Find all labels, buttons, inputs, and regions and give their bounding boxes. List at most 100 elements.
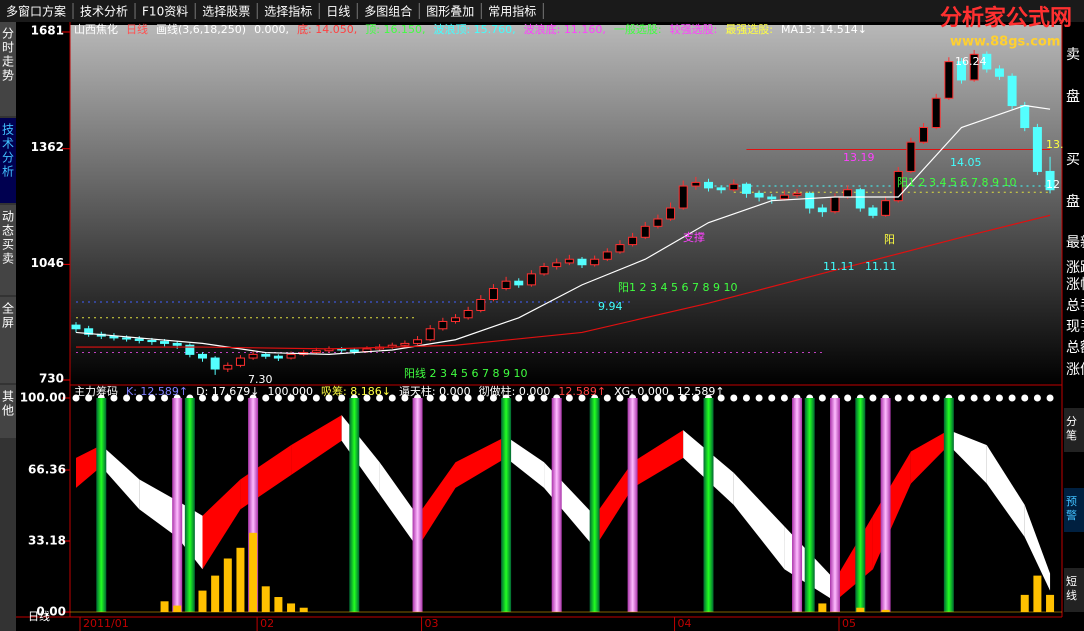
- candle-body: [1045, 170, 1055, 191]
- band-segment: [202, 479, 241, 570]
- volume-bar: [1033, 575, 1042, 612]
- header-item: K: 12.589↑: [126, 385, 188, 398]
- candle-body: [666, 207, 676, 220]
- marker-dot: [135, 394, 143, 402]
- candle-body: [71, 324, 81, 330]
- marker-dot: [603, 394, 611, 402]
- annotation: 阳线 2 3 4 5 6 7 8 9 10: [404, 366, 527, 380]
- toolbar-button[interactable]: 常用指标: [488, 4, 536, 19]
- header-item: 山西焦化: [74, 22, 118, 36]
- marker-dot: [224, 394, 232, 402]
- annotation: 阳1 2 3 4 5 6 7 8 9 10: [618, 281, 737, 294]
- marker-dot: [755, 394, 763, 402]
- period-label[interactable]: 日线: [28, 609, 50, 623]
- marker-dot: [312, 394, 320, 402]
- toolbar-button[interactable]: 多图组合: [364, 4, 412, 19]
- annotation: 7.30: [248, 373, 273, 386]
- marker-dot: [869, 394, 877, 402]
- signal-bar: [589, 398, 600, 612]
- header-item: 波浪顶: 15.760,: [433, 22, 515, 36]
- band-segment: [506, 436, 545, 488]
- toolbar-button[interactable]: F10资料: [142, 5, 188, 19]
- band-segment: [835, 515, 873, 602]
- toolbar-button[interactable]: 图形叠加: [426, 5, 474, 19]
- annotation: 阳1 2 3 4 5 6 7 8 9 10: [897, 176, 1016, 189]
- marker-dot: [818, 394, 826, 402]
- marker-dot: [907, 394, 915, 402]
- header-item: 彻做柱: 0.000: [479, 384, 551, 398]
- right-tab-label: 短: [1066, 574, 1077, 588]
- candle-body: [881, 200, 891, 216]
- marker-dot: [85, 394, 93, 402]
- header-item: 日线: [126, 22, 148, 36]
- candle-body: [931, 97, 941, 129]
- band-segment: [872, 451, 911, 570]
- x-tick-label: 03: [425, 617, 439, 630]
- band-segment: [632, 430, 684, 488]
- marker-dot: [894, 394, 902, 402]
- band-segment: [544, 462, 595, 548]
- candle-body: [185, 344, 195, 355]
- marker-dot: [717, 394, 725, 402]
- signal-bar: [551, 398, 562, 612]
- side-tab[interactable]: [0, 118, 16, 203]
- marker-dot: [565, 394, 573, 402]
- side-tab-label: 分: [2, 151, 14, 165]
- x-tick-label: 05: [842, 617, 856, 630]
- right-tab[interactable]: [1064, 488, 1084, 532]
- side-tab[interactable]: [0, 205, 16, 295]
- marker-dot: [1033, 394, 1041, 402]
- signal-bar: [855, 398, 866, 612]
- candle-body: [577, 258, 587, 266]
- toolbar-button[interactable]: 选择股票: [202, 5, 250, 19]
- candle-body: [957, 61, 966, 81]
- marker-dot: [325, 394, 333, 402]
- toolbar-button[interactable]: 日线: [326, 5, 350, 19]
- header-item: 最强选股:: [725, 23, 773, 36]
- marker-dot: [970, 394, 978, 402]
- header-item: 较强选股:: [670, 22, 718, 36]
- candle-body: [615, 244, 625, 253]
- marker-dot: [489, 394, 497, 402]
- candle-body: [248, 353, 258, 359]
- candle-body: [893, 170, 903, 202]
- candle-body: [501, 280, 511, 290]
- right-tab[interactable]: [1064, 568, 1084, 612]
- marker-dot: [730, 394, 738, 402]
- signal-bar: [943, 398, 954, 612]
- y-tick-label: 1046: [31, 256, 64, 270]
- annotation: 14.05: [950, 156, 982, 169]
- signal-bar: [880, 398, 891, 612]
- marker-dot: [692, 394, 700, 402]
- side-tab-label: 分: [2, 27, 14, 41]
- signal-bar: [703, 398, 714, 612]
- side-tab[interactable]: [0, 297, 16, 383]
- side-tab-label: 全: [2, 301, 14, 316]
- marker-dot: [236, 394, 244, 402]
- right-tab[interactable]: [1064, 408, 1084, 452]
- candle-body: [640, 225, 650, 238]
- header-item: 画线(3,6,18,250): [156, 22, 246, 36]
- side-tab[interactable]: [0, 22, 16, 116]
- side-tab-label: 时: [2, 41, 14, 55]
- toolbar-button[interactable]: 技术分析: [80, 5, 128, 19]
- header-item: 0.000,: [254, 23, 289, 36]
- candle-body: [729, 183, 739, 191]
- signal-bar: [627, 398, 638, 612]
- candle-body: [514, 280, 524, 286]
- marker-dot: [72, 394, 80, 402]
- annotation: 13.19: [843, 151, 875, 164]
- marker-dot: [932, 394, 940, 402]
- toolbar-button[interactable]: 选择指标: [264, 4, 312, 19]
- toolbar-button[interactable]: 多窗口方案: [6, 4, 66, 19]
- header-item: 一般选股:: [614, 23, 662, 36]
- candle-body: [400, 342, 410, 346]
- y-tick-label: 66.36: [28, 462, 66, 476]
- band-segment: [1024, 505, 1051, 591]
- side-tab[interactable]: [0, 385, 16, 438]
- marker-dot: [161, 394, 169, 402]
- marker-dot: [388, 394, 396, 402]
- right-tab-label: 线: [1066, 588, 1077, 602]
- signal-bar: [184, 398, 195, 612]
- candle-body: [678, 185, 688, 209]
